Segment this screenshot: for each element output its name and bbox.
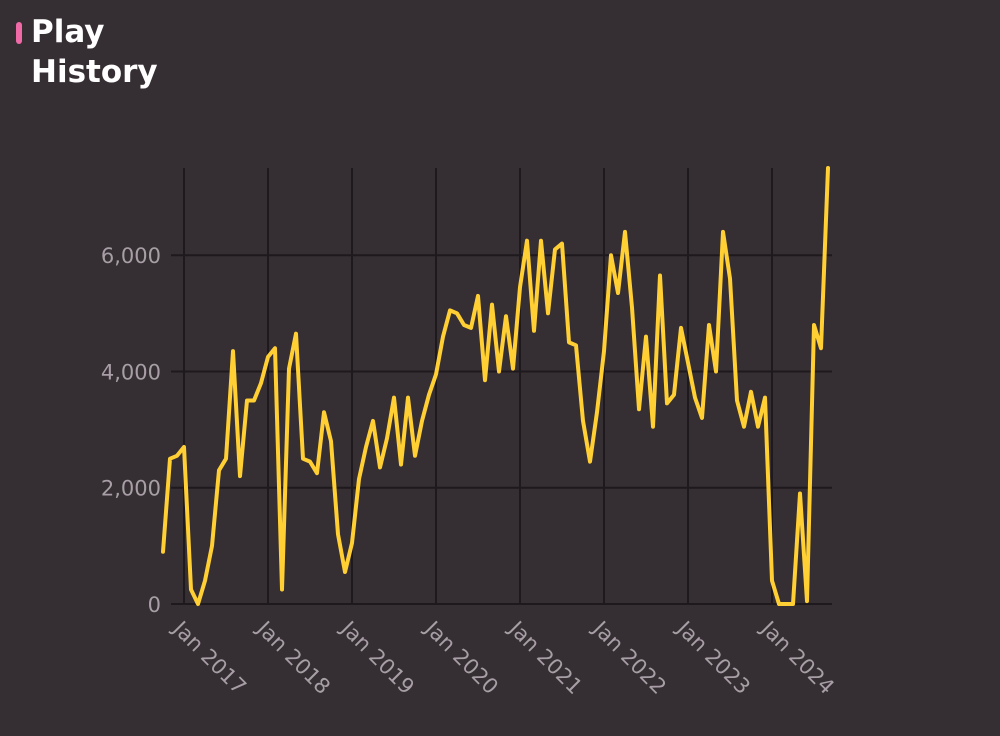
title-accent-bar bbox=[16, 22, 22, 44]
chart-title: Play History bbox=[31, 14, 158, 90]
x-axis: Jan 2017 Jan 2018 Jan 2019 Jan 2020 Jan 2021… bbox=[167, 615, 839, 699]
y-tick-label: 0 bbox=[148, 593, 161, 617]
x-tick-label: Jan 2024 bbox=[755, 615, 839, 699]
x-tick-label: Jan 2020 bbox=[419, 615, 503, 699]
y-tick-label: 2,000 bbox=[101, 477, 161, 501]
x-tick-label: Jan 2022 bbox=[587, 615, 671, 699]
y-axis: 0 2,000 4,000 6,000 bbox=[101, 244, 161, 617]
chart-card: Play History 0 2,000 4,000 6,000 Jan 2017 Ja… bbox=[6, 0, 1000, 736]
x-tick-label: Jan 2017 bbox=[167, 615, 251, 699]
y-tick-label: 4,000 bbox=[101, 360, 161, 384]
x-tick-label: Jan 2018 bbox=[251, 615, 335, 699]
x-tick-label: Jan 2021 bbox=[503, 615, 587, 699]
x-tick-label: Jan 2023 bbox=[671, 615, 755, 699]
play-history-chart: 0 2,000 4,000 6,000 Jan 2017 Jan 2018 Jan 201… bbox=[101, 166, 839, 699]
y-tick-label: 6,000 bbox=[101, 244, 161, 268]
series-line bbox=[161, 166, 830, 606]
grid bbox=[171, 168, 832, 605]
x-tick-label: Jan 2019 bbox=[335, 615, 419, 699]
